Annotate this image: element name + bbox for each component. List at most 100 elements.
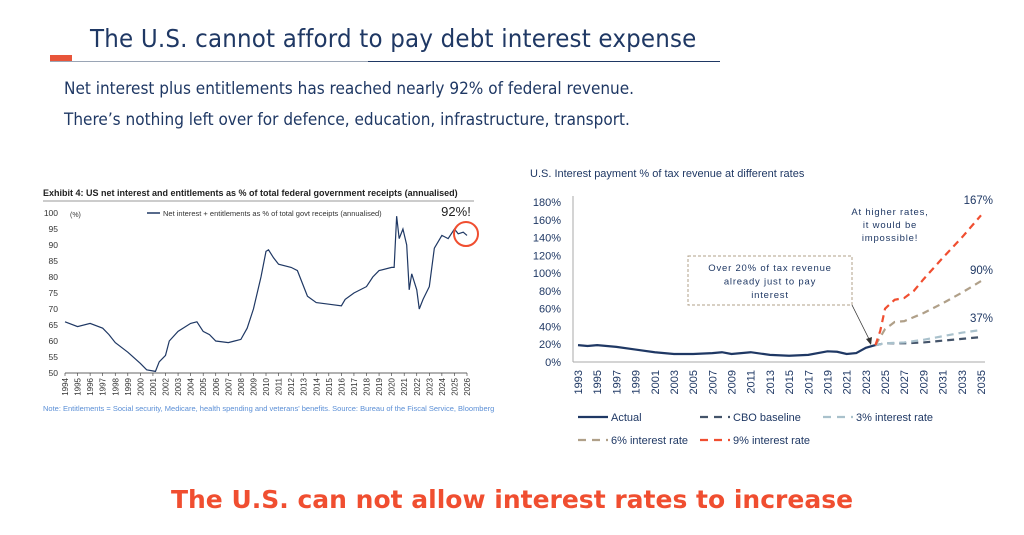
subtitle-2: There’s nothing left over for defence, e… xyxy=(64,110,630,130)
x-tick-label: 2011 xyxy=(275,377,284,395)
x-tick-label: 2007 xyxy=(224,377,233,395)
series-line-6-interest-rate xyxy=(874,280,982,346)
x-tick-label: 1999 xyxy=(124,377,133,395)
highlight-circle xyxy=(453,221,479,247)
x-tick-label: 2001 xyxy=(149,377,158,395)
y-tick-label: 50 xyxy=(49,368,59,378)
y-tick-label: 100% xyxy=(533,268,561,280)
annotation-arrow xyxy=(851,304,872,344)
series-line-net-interest-entitlements xyxy=(64,216,468,373)
annotation-92-percent: 92%! xyxy=(441,204,471,219)
x-tick-label: 2035 xyxy=(976,370,988,394)
y-tick-label: 80% xyxy=(539,286,561,298)
chart-title: Exhibit 4: US net interest and entitleme… xyxy=(43,188,458,198)
annotation-box xyxy=(687,255,853,306)
x-tick-label: 2025 xyxy=(880,370,892,394)
x-tick-label: 2006 xyxy=(212,377,221,395)
x-tick-label: 2009 xyxy=(727,370,739,394)
y-tick-label: 80 xyxy=(49,272,59,282)
x-tick-label: 2027 xyxy=(899,370,911,394)
annotation-box-text: interest xyxy=(751,290,789,301)
end-value-label: 167% xyxy=(964,195,993,207)
legend-label: CBO baseline xyxy=(733,412,801,424)
series-line-cbo-baseline xyxy=(875,336,982,347)
x-tick-label: 2002 xyxy=(162,377,171,395)
legend-label: 3% interest rate xyxy=(856,412,933,424)
y-tick-label: 180% xyxy=(533,197,561,209)
y-tick-label: 140% xyxy=(533,233,561,245)
y-tick-label: 55 xyxy=(49,352,59,362)
x-tick-label: 2013 xyxy=(300,377,309,395)
title-accent-bar xyxy=(50,55,72,61)
y-axis-unit: (%) xyxy=(70,212,81,219)
chart-title: U.S. Interest payment % of tax revenue a… xyxy=(530,168,805,180)
x-tick-label: 2016 xyxy=(337,377,346,395)
x-tick-label: 1997 xyxy=(611,370,623,394)
x-tick-label: 2001 xyxy=(650,370,662,394)
x-tick-label: 2017 xyxy=(350,377,359,395)
title-divider xyxy=(50,61,368,62)
x-tick-label: 1993 xyxy=(573,370,585,394)
bottom-message: The U.S. can not allow interest rates to… xyxy=(170,485,854,514)
annotation-higher-rates: it would be xyxy=(863,220,917,231)
left-chart: Exhibit 4: US net interest and entitleme… xyxy=(43,188,494,413)
x-tick-label: 2004 xyxy=(187,377,196,395)
x-tick-label: 2023 xyxy=(861,370,873,394)
x-tick-label: 2008 xyxy=(237,377,246,395)
series-line-3-interest-rate xyxy=(875,328,982,347)
annotation-box-text: Over 20% of tax revenue xyxy=(708,263,831,274)
arrow-head xyxy=(866,337,872,345)
x-tick-label: 2021 xyxy=(400,377,409,395)
x-tick-label: 2031 xyxy=(938,370,950,394)
x-tick-label: 1995 xyxy=(74,377,83,395)
x-tick-label: 2003 xyxy=(174,377,183,395)
y-tick-label: 120% xyxy=(533,250,561,262)
legend-label: 6% interest rate xyxy=(611,435,688,447)
x-tick-label: 2022 xyxy=(413,377,422,395)
right-chart: U.S. Interest payment % of tax revenue a… xyxy=(530,168,993,447)
y-tick-label: 75 xyxy=(49,288,59,298)
x-tick-label: 2019 xyxy=(375,377,384,395)
slide-title: The U.S. cannot afford to pay debt inter… xyxy=(90,24,697,53)
x-tick-label: 1998 xyxy=(111,377,120,395)
annotation-box-text: already just to pay xyxy=(724,277,816,288)
subtitle-1: Net interest plus entitlements has reach… xyxy=(64,79,635,99)
x-tick-label: 2005 xyxy=(199,377,208,395)
series-line-9-interest-rate xyxy=(874,214,982,346)
legend-label: Actual xyxy=(611,412,642,424)
x-tick-label: 1997 xyxy=(99,377,108,395)
chart-note: Note: Entitlements = Social security, Me… xyxy=(43,404,494,413)
x-tick-label: 2000 xyxy=(136,377,145,395)
y-tick-label: 90 xyxy=(49,240,59,250)
x-tick-label: 2005 xyxy=(688,370,700,394)
y-tick-label: 100 xyxy=(44,208,58,218)
x-tick-label: 2014 xyxy=(312,377,321,395)
y-tick-label: 40% xyxy=(539,321,561,333)
x-tick-label: 2026 xyxy=(463,377,472,395)
y-tick-label: 0% xyxy=(545,357,561,369)
x-tick-label: 2012 xyxy=(287,377,296,395)
x-tick-label: 2018 xyxy=(363,377,372,395)
x-tick-label: 1999 xyxy=(631,370,643,394)
x-tick-label: 2033 xyxy=(957,370,969,394)
x-tick-label: 1994 xyxy=(61,377,70,395)
x-tick-label: 2024 xyxy=(438,377,447,395)
x-tick-label: 2013 xyxy=(765,370,777,394)
y-tick-label: 160% xyxy=(533,215,561,227)
title-divider xyxy=(368,61,720,62)
x-tick-label: 2003 xyxy=(669,370,681,394)
y-tick-label: 85 xyxy=(49,256,59,266)
legend-label: Net interest + entitlements as % of tota… xyxy=(163,209,382,218)
end-value-label: 90% xyxy=(970,265,993,277)
x-tick-label: 2019 xyxy=(822,370,834,394)
y-tick-label: 60% xyxy=(539,304,561,316)
x-tick-label: 1996 xyxy=(86,377,95,395)
y-tick-label: 20% xyxy=(539,339,561,351)
x-tick-label: 1995 xyxy=(592,370,604,394)
series-line-actual xyxy=(577,344,876,357)
x-tick-label: 2017 xyxy=(803,370,815,394)
y-tick-label: 60 xyxy=(49,336,59,346)
y-tick-label: 95 xyxy=(49,224,59,234)
x-tick-label: 2025 xyxy=(450,377,459,395)
